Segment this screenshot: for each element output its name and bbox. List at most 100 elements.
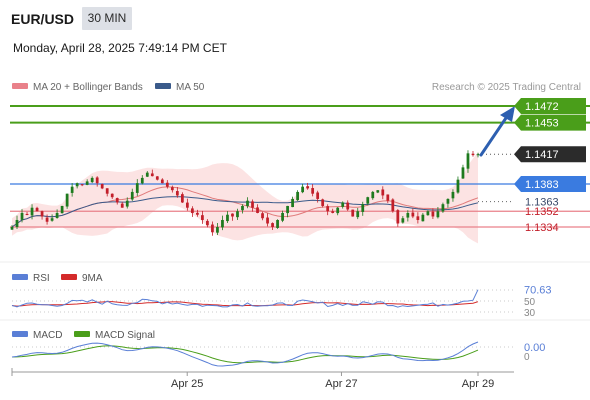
candle bbox=[316, 190, 320, 203]
candle bbox=[386, 194, 390, 204]
candle bbox=[55, 209, 59, 219]
candle bbox=[115, 197, 119, 205]
timeframe-badge[interactable]: 30 MIN bbox=[82, 7, 132, 30]
candle bbox=[301, 183, 305, 194]
candle bbox=[461, 164, 465, 180]
candle bbox=[296, 190, 299, 201]
forecast-arrow bbox=[479, 106, 515, 157]
candle bbox=[476, 152, 480, 158]
copyright-credit: Research © 2025 Trading Central bbox=[432, 82, 581, 93]
candle bbox=[411, 208, 415, 219]
candle bbox=[246, 197, 249, 209]
macd-signal-legend-swatch bbox=[74, 331, 90, 337]
candle bbox=[105, 188, 109, 197]
candle bbox=[30, 204, 34, 220]
rsi-line bbox=[11, 289, 479, 308]
level-label-text: 1.1453 bbox=[525, 118, 559, 130]
candle bbox=[361, 201, 365, 216]
candle bbox=[125, 197, 129, 209]
candle bbox=[451, 189, 455, 202]
rsi-level-label: 50 bbox=[524, 297, 536, 308]
candle bbox=[266, 213, 269, 227]
candle bbox=[326, 204, 330, 216]
candle bbox=[185, 198, 189, 211]
candle bbox=[381, 186, 385, 200]
level-label-text: 1.1334 bbox=[525, 222, 559, 234]
candle bbox=[175, 187, 179, 198]
candle bbox=[366, 196, 370, 206]
candle bbox=[155, 176, 159, 181]
candle bbox=[281, 210, 284, 223]
candle bbox=[150, 169, 154, 177]
candle bbox=[276, 219, 279, 229]
candle bbox=[426, 210, 430, 216]
ma50-line bbox=[11, 196, 479, 228]
candle bbox=[140, 175, 144, 185]
candle bbox=[256, 204, 259, 214]
candle bbox=[351, 209, 355, 217]
bollinger-band-fill bbox=[12, 152, 478, 244]
macd-legend: MACD MACD Signal bbox=[12, 330, 155, 341]
candle bbox=[456, 176, 460, 194]
candle bbox=[441, 202, 445, 213]
candle bbox=[291, 196, 294, 208]
price-levels bbox=[10, 105, 590, 228]
candle bbox=[80, 184, 84, 187]
x-tick-label: Apr 25 bbox=[171, 378, 203, 390]
candle bbox=[65, 193, 69, 209]
candle bbox=[25, 211, 29, 216]
candle bbox=[471, 151, 475, 157]
candle bbox=[446, 198, 450, 208]
candle bbox=[436, 206, 440, 219]
candle bbox=[431, 208, 435, 220]
candle bbox=[416, 212, 420, 224]
candle bbox=[135, 179, 139, 197]
candle bbox=[406, 210, 410, 222]
x-tick-label: Apr 27 bbox=[325, 378, 357, 390]
candle bbox=[286, 205, 289, 218]
macd-signal-line bbox=[11, 345, 479, 364]
candle bbox=[401, 216, 405, 224]
candle bbox=[336, 206, 340, 216]
candle bbox=[110, 193, 114, 199]
candle bbox=[306, 182, 310, 190]
candle bbox=[160, 178, 164, 184]
candle bbox=[165, 180, 169, 189]
macd-value-label: 0.00 bbox=[524, 342, 545, 354]
moving-averages bbox=[11, 186, 479, 228]
candle bbox=[70, 183, 74, 197]
price-legend: MA 20 + Bollinger Bands MA 50 Research ©… bbox=[12, 82, 581, 93]
candle bbox=[95, 176, 99, 187]
candle bbox=[331, 208, 335, 214]
macd-legend-label: MACD bbox=[33, 330, 62, 341]
candle bbox=[371, 190, 375, 200]
macd-line bbox=[11, 341, 479, 367]
candle bbox=[346, 200, 350, 211]
candle bbox=[90, 176, 94, 184]
candle bbox=[170, 185, 174, 193]
candle bbox=[251, 199, 254, 212]
candle bbox=[10, 225, 14, 231]
rsi-value-label: 70.63 bbox=[524, 285, 552, 297]
candle bbox=[201, 210, 204, 224]
candle bbox=[20, 209, 24, 223]
chart-datetime: Monday, April 28, 2025 7:49:14 PM CET bbox=[13, 41, 227, 55]
candle bbox=[341, 201, 345, 209]
rsi-legend: RSI 9MA bbox=[12, 273, 103, 284]
candle bbox=[211, 221, 214, 236]
candle bbox=[241, 204, 244, 214]
macd-zero-label: 0 bbox=[524, 352, 530, 363]
chart-header: EUR/USD 30 MIN Monday, April 28, 2025 7:… bbox=[0, 0, 590, 68]
x-tick-label: Apr 29 bbox=[462, 378, 494, 390]
x-axis: Apr 25 Apr 27 Apr 29 bbox=[11, 368, 514, 390]
candle bbox=[50, 214, 54, 222]
candle bbox=[40, 210, 44, 220]
candle bbox=[85, 179, 89, 186]
candle bbox=[196, 209, 199, 217]
candle bbox=[120, 201, 124, 208]
candle bbox=[15, 215, 19, 230]
level-label-text: 1.1472 bbox=[525, 101, 559, 113]
candle bbox=[391, 198, 395, 213]
candle bbox=[130, 188, 134, 201]
